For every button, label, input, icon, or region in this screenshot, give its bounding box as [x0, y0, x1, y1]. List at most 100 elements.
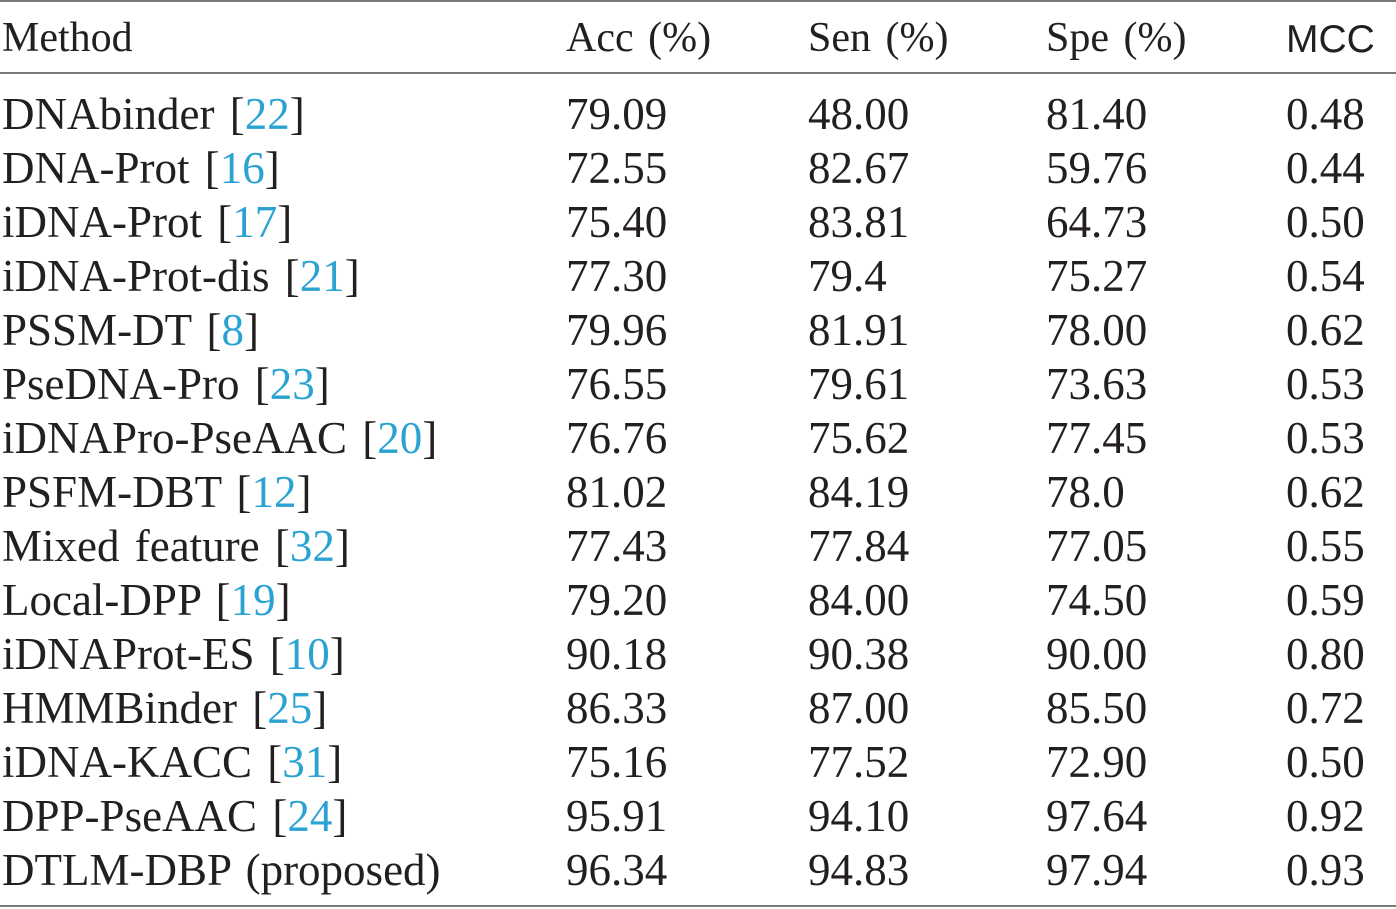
method-name: iDNA-Prot-dis — [2, 251, 270, 301]
sen-cell: 84.19 — [808, 467, 910, 517]
method-name: iDNA-KACC — [2, 737, 253, 787]
method-name: DNA-Prot — [2, 143, 190, 193]
spe-cell: 78.0 — [1046, 467, 1125, 517]
header-rule — [0, 72, 1396, 74]
method-cell: PseDNA-Pro [23] — [2, 359, 330, 409]
mcc-cell: 0.54 — [1286, 251, 1365, 301]
method-name: HMMBinder — [2, 683, 237, 733]
header-method: Method — [2, 15, 133, 61]
citation-link[interactable]: 8 — [221, 305, 245, 355]
method-cell: iDNA-Prot-dis [21] — [2, 251, 360, 301]
method-name: DNAbinder — [2, 89, 215, 139]
method-cell: Mixed feature [32] — [2, 521, 350, 571]
sen-cell: 90.38 — [808, 629, 910, 679]
sen-cell: 87.00 — [808, 683, 910, 733]
citation-link[interactable]: 22 — [244, 89, 290, 139]
method-name: iDNAProt-ES — [2, 629, 255, 679]
citation-link[interactable]: 23 — [269, 359, 315, 409]
method-name: PSSM-DT — [2, 305, 192, 355]
spe-cell: 64.73 — [1046, 197, 1148, 247]
spe-cell: 81.40 — [1046, 89, 1148, 139]
method-name: Local-DPP — [2, 575, 201, 625]
method-cell: DNA-Prot [16] — [2, 143, 280, 193]
citation-link[interactable]: 32 — [289, 521, 335, 571]
acc-cell: 79.96 — [566, 305, 668, 355]
spe-cell: 85.50 — [1046, 683, 1148, 733]
mcc-cell: 0.92 — [1286, 791, 1365, 841]
citation-link[interactable]: 20 — [377, 413, 423, 463]
mcc-cell: 0.80 — [1286, 629, 1365, 679]
method-name: DTLM-DBP (proposed) — [2, 845, 441, 895]
citation-link[interactable]: 25 — [267, 683, 313, 733]
method-cell: DPP-PseAAC [24] — [2, 791, 348, 841]
spe-cell: 90.00 — [1046, 629, 1148, 679]
spe-cell: 72.90 — [1046, 737, 1148, 787]
mcc-cell: 0.53 — [1286, 413, 1365, 463]
citation-link[interactable]: 19 — [230, 575, 276, 625]
method-name: DPP-PseAAC — [2, 791, 258, 841]
method-cell: PSFM-DBT [12] — [2, 467, 312, 517]
mcc-cell: 0.50 — [1286, 737, 1365, 787]
method-name: iDNAPro-PseAAC — [2, 413, 348, 463]
citation-link[interactable]: 10 — [284, 629, 330, 679]
sen-cell: 48.00 — [808, 89, 910, 139]
citation-link[interactable]: 16 — [219, 143, 265, 193]
method-cell: Local-DPP [19] — [2, 575, 291, 625]
acc-cell: 77.30 — [566, 251, 668, 301]
acc-cell: 81.02 — [566, 467, 668, 517]
spe-cell: 97.64 — [1046, 791, 1148, 841]
mcc-cell: 0.48 — [1286, 89, 1365, 139]
sen-cell: 77.52 — [808, 737, 910, 787]
spe-cell: 75.27 — [1046, 251, 1148, 301]
header-mcc: MCC — [1286, 18, 1375, 61]
citation-link[interactable]: 17 — [232, 197, 278, 247]
mcc-cell: 0.50 — [1286, 197, 1365, 247]
sen-cell: 81.91 — [808, 305, 910, 355]
spe-cell: 73.63 — [1046, 359, 1148, 409]
acc-cell: 77.43 — [566, 521, 668, 571]
citation-link[interactable]: 31 — [282, 737, 328, 787]
method-cell: iDNA-Prot [17] — [2, 197, 293, 247]
acc-cell: 79.09 — [566, 89, 668, 139]
acc-cell: 75.40 — [566, 197, 668, 247]
spe-cell: 78.00 — [1046, 305, 1148, 355]
mcc-cell: 0.59 — [1286, 575, 1365, 625]
sen-cell: 94.10 — [808, 791, 910, 841]
spe-cell: 59.76 — [1046, 143, 1148, 193]
acc-cell: 76.55 — [566, 359, 668, 409]
mcc-cell: 0.53 — [1286, 359, 1365, 409]
method-name: Mixed feature — [2, 521, 260, 571]
mcc-cell: 0.93 — [1286, 845, 1365, 895]
mcc-cell: 0.62 — [1286, 305, 1365, 355]
acc-cell: 86.33 — [566, 683, 668, 733]
sen-cell: 79.61 — [808, 359, 910, 409]
spe-cell: 74.50 — [1046, 575, 1148, 625]
method-cell: iDNAPro-PseAAC [20] — [2, 413, 438, 463]
acc-cell: 79.20 — [566, 575, 668, 625]
citation-link[interactable]: 21 — [299, 251, 345, 301]
method-cell: PSSM-DT [8] — [2, 305, 260, 355]
top-rule — [0, 0, 1396, 2]
method-name: iDNA-Prot — [2, 197, 202, 247]
citation-link[interactable]: 12 — [251, 467, 297, 517]
acc-cell: 76.76 — [566, 413, 668, 463]
method-cell: DTLM-DBP (proposed) — [2, 848, 441, 893]
citation-link[interactable]: 24 — [287, 791, 333, 841]
sen-cell: 82.67 — [808, 143, 910, 193]
sen-cell: 79.4 — [808, 251, 887, 301]
acc-cell: 72.55 — [566, 143, 668, 193]
header-spe: Spe (%) — [1046, 15, 1187, 61]
spe-cell: 77.45 — [1046, 413, 1148, 463]
acc-cell: 96.34 — [566, 845, 668, 895]
method-cell: HMMBinder [25] — [2, 683, 328, 733]
spe-cell: 97.94 — [1046, 845, 1148, 895]
mcc-cell: 0.62 — [1286, 467, 1365, 517]
bottom-rule — [0, 905, 1396, 907]
acc-cell: 95.91 — [566, 791, 668, 841]
mcc-cell: 0.44 — [1286, 143, 1365, 193]
mcc-cell: 0.72 — [1286, 683, 1365, 733]
sen-cell: 84.00 — [808, 575, 910, 625]
method-cell: DNAbinder [22] — [2, 89, 305, 139]
mcc-cell: 0.55 — [1286, 521, 1365, 571]
